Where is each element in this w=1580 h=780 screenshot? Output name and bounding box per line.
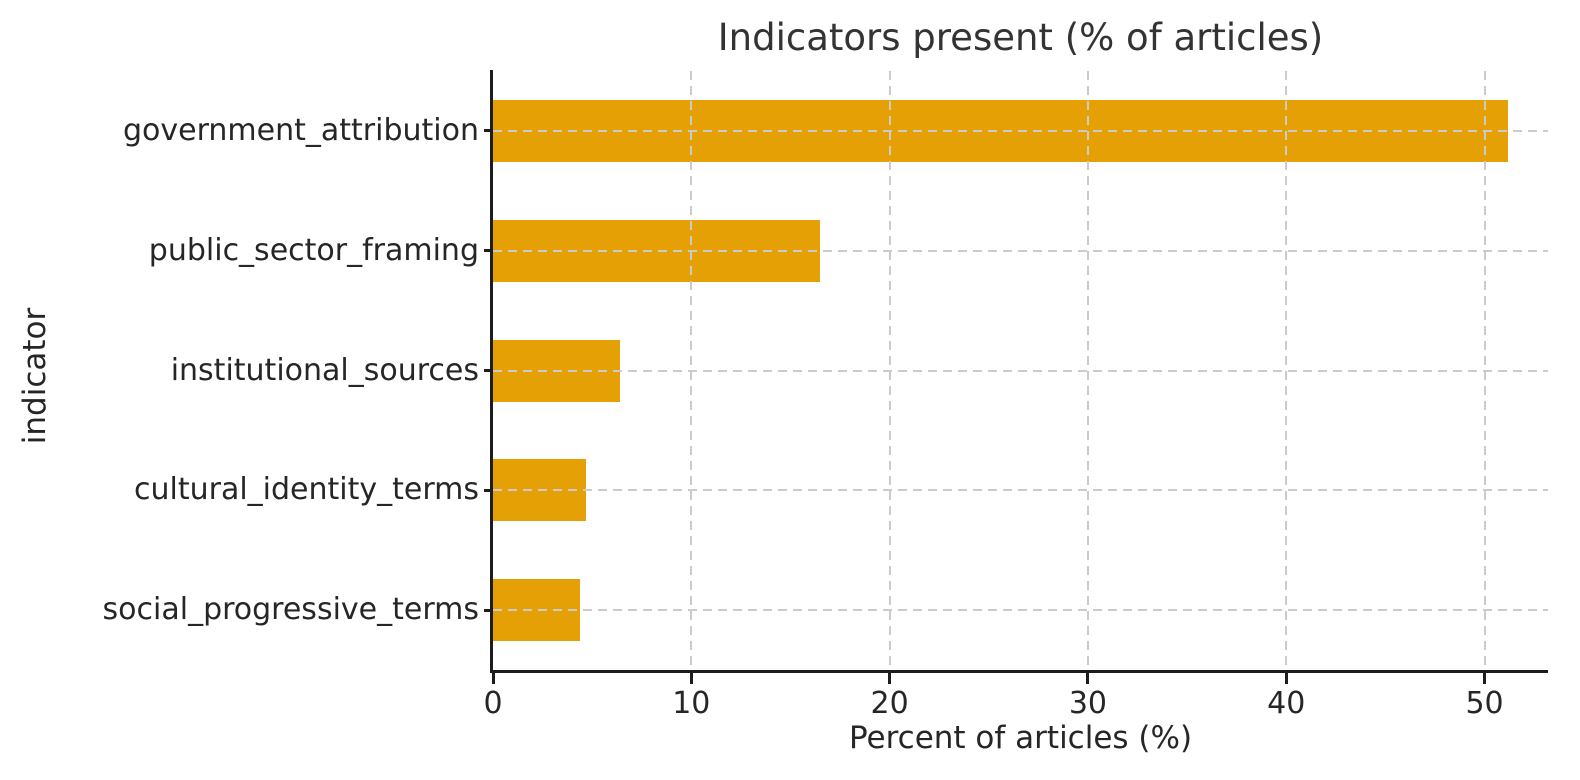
gridline-horizontal [493, 609, 1548, 612]
x-tick [491, 673, 495, 684]
category-label: institutional_sources [170, 352, 479, 388]
x-tick [888, 673, 892, 684]
gridline-horizontal [493, 369, 1548, 372]
x-tick [1284, 673, 1288, 684]
x-tick [689, 673, 693, 684]
y-tick [484, 488, 493, 492]
category-label: government_attribution [123, 112, 479, 148]
gridline-vertical [888, 71, 891, 670]
category-label: social_progressive_terms [102, 592, 479, 628]
x-tick [1483, 673, 1487, 684]
gridline-horizontal [493, 489, 1548, 492]
gridline-vertical [690, 71, 693, 670]
x-tick-label: 20 [870, 686, 909, 721]
category-label: public_sector_framing [148, 232, 479, 268]
x-tick-label: 0 [483, 686, 503, 721]
x-tick [1086, 673, 1090, 684]
gridline-horizontal [493, 129, 1548, 132]
plot-area [493, 71, 1548, 670]
gridline-vertical [1086, 71, 1089, 670]
x-tick-label: 30 [1068, 686, 1108, 721]
y-tick [484, 369, 493, 372]
y-tick [484, 129, 493, 133]
x-tick-label: 10 [672, 686, 711, 721]
y-tick [484, 249, 493, 253]
y-axis-label: indicator [17, 307, 53, 445]
y-tick [484, 608, 493, 612]
x-tick-label: 50 [1465, 686, 1504, 721]
category-label: cultural_identity_terms [133, 472, 479, 508]
gridline-vertical [1285, 71, 1288, 670]
chart-title: Indicators present (% of articles) [717, 16, 1324, 59]
x-axis-label: Percent of articles (%) [848, 720, 1193, 756]
x-axis-spine [490, 670, 1548, 673]
gridline-horizontal [493, 249, 1548, 252]
gridline-vertical [1483, 71, 1486, 670]
x-tick-label: 40 [1267, 686, 1306, 721]
